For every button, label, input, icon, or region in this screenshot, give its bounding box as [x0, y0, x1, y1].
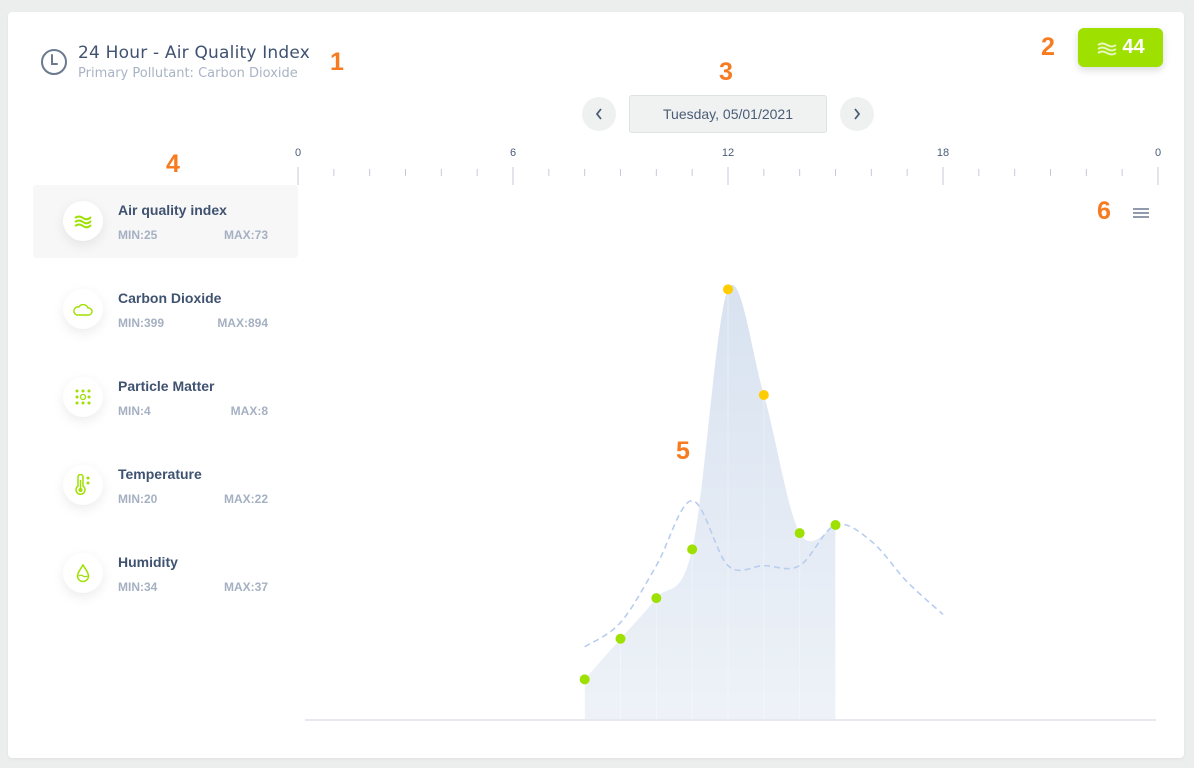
icon-circle [63, 201, 103, 241]
wind-waves-icon [74, 215, 92, 229]
page-title: 24 Hour - Air Quality Index [78, 43, 311, 63]
metric-max: MAX:73 [223, 228, 268, 242]
chevron-left-icon [595, 108, 602, 120]
metric-min: MIN:4 [118, 404, 151, 418]
metric-min: MIN:20 [118, 492, 158, 506]
aqi-card [8, 12, 1184, 758]
x-tick-label: 0 [1154, 147, 1162, 159]
data-point [579, 674, 590, 685]
metric-item-particle-matter[interactable]: Particle Matter MIN:4 MAX:8 [33, 361, 298, 434]
metric-max: MAX:37 [223, 580, 268, 594]
data-point [830, 520, 841, 530]
particles-icon [75, 389, 91, 405]
previous-day-button[interactable] [582, 97, 616, 131]
metric-item-carbon-dioxide[interactable]: Carbon Dioxide MIN:399 MAX:894 [33, 273, 298, 346]
date-picker[interactable]: Tuesday, 05/01/2021 [629, 95, 827, 133]
annotation-marker: 3 [719, 58, 733, 86]
annotation-marker: 2 [1041, 33, 1055, 61]
data-point [687, 544, 698, 555]
metric-item-temperature[interactable]: Temperature MIN:20 MAX:22 [33, 449, 298, 522]
data-point [651, 593, 662, 604]
x-tick-label: 12 [721, 147, 735, 159]
x-tick-label: 18 [936, 147, 950, 159]
icon-circle [63, 377, 103, 417]
wind-waves-icon [1097, 42, 1117, 55]
droplet-icon [76, 563, 90, 583]
icon-circle [63, 289, 103, 329]
hamburger-menu-icon[interactable] [1132, 206, 1150, 220]
clock-icon [41, 49, 67, 75]
metric-name: Temperature [118, 466, 202, 482]
x-tick-label: 6 [509, 147, 517, 159]
dashed-series-line [584, 499, 944, 648]
cloud-icon [73, 303, 93, 316]
x-tick-label: 0 [294, 147, 302, 159]
metric-min: MIN:399 [118, 316, 165, 330]
data-point [794, 528, 805, 539]
metric-min: MIN:34 [118, 580, 158, 594]
metric-item-air-quality-index[interactable]: Air quality index MIN:25 MAX:73 [33, 185, 298, 258]
metric-name: Particle Matter [118, 378, 215, 394]
current-aqi-value: 44 [1122, 36, 1145, 58]
metric-item-humidity[interactable]: Humidity MIN:34 MAX:37 [33, 537, 298, 610]
icon-circle [63, 465, 103, 505]
primary-pollutant: Primary Pollutant: Carbon Dioxide [78, 66, 298, 81]
chevron-right-icon [854, 108, 861, 120]
metric-min: MIN:25 [118, 228, 158, 242]
icon-circle [63, 553, 103, 593]
metric-max: MAX:8 [230, 404, 268, 418]
annotation-marker: 4 [166, 150, 180, 178]
data-point [723, 284, 733, 295]
metric-name: Carbon Dioxide [118, 290, 222, 306]
metric-name: Humidity [118, 554, 178, 570]
annotation-marker: 6 [1097, 197, 1111, 225]
metric-name: Air quality index [118, 202, 227, 218]
aqi-area [584, 284, 836, 720]
next-day-button[interactable] [840, 97, 874, 131]
metric-max: MAX:894 [217, 316, 268, 330]
annotation-marker: 1 [330, 48, 344, 76]
metric-max: MAX:22 [223, 492, 268, 506]
current-aqi-badge: 44 [1078, 28, 1163, 67]
thermometer-icon [75, 474, 90, 495]
data-point [758, 390, 769, 400]
annotation-marker: 5 [676, 437, 690, 465]
data-point [615, 633, 626, 644]
